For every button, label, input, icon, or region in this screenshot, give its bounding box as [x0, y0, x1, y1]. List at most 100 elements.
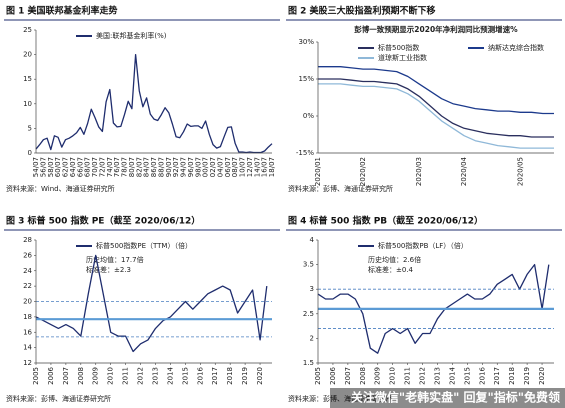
x-tick-label: 2010 [107, 367, 115, 385]
x-tick-label: 66/07 [76, 157, 84, 177]
chart-title: 图 4 标普 500 指数 PB（截至 2020/06/12） [288, 215, 483, 227]
y-tick-label: 3 [310, 285, 314, 293]
y-tick-label: 20 [23, 298, 32, 306]
y-tick-label: 15% [298, 75, 314, 83]
y-tick-label: 25 [23, 26, 32, 34]
x-tick-label: 2006 [47, 366, 55, 384]
x-tick-label: 84/07 [143, 157, 151, 177]
y-tick-label: 2 [310, 334, 314, 342]
x-tick-label: 2020 [256, 367, 264, 385]
legend-label: 纳斯达克综合指数 [488, 43, 544, 52]
x-tick-label: 2009 [374, 367, 382, 385]
legend-label: 标普500指数PB（LF）（倍） [378, 241, 468, 250]
x-tick-label: 2020 [538, 367, 546, 385]
chart-title: 图 2 美股三大股指盈利预期不断下移 [288, 5, 436, 17]
x-tick-label: 2019 [523, 367, 531, 385]
y-tick-label: -15% [296, 149, 314, 157]
x-tick-label: 06/07 [224, 157, 232, 177]
y-tick-label: 3.5 [303, 261, 314, 269]
x-tick-label: 54/07 [32, 157, 40, 177]
x-tick-label: 2011 [122, 367, 130, 385]
x-tick-label: 86/07 [150, 157, 158, 177]
x-tick-label: 2016 [196, 366, 204, 384]
annotation: 历史均值：17.7倍 [86, 255, 144, 264]
y-tick-label: 14 [23, 344, 32, 352]
x-tick-label: 92/07 [172, 157, 180, 177]
subtitle: 彭博一致预期显示2020年净利润同比预测增速% [354, 24, 518, 34]
y-tick-label: 30% [298, 38, 314, 46]
x-tick-label: 2020/04 [460, 156, 468, 186]
x-tick-label: 02/07 [209, 157, 217, 177]
annotation: 历史均值：2.6倍 [368, 255, 421, 264]
x-tick-label: 04/07 [216, 157, 224, 177]
x-tick-label: 78/07 [121, 157, 129, 177]
x-tick-label: 96/07 [187, 157, 195, 177]
y-tick-label: 1.5 [303, 359, 314, 367]
source: 资料来源：彭博、海通证券研究所 [6, 394, 111, 403]
legend-label: 标普500指数PE（TTM）（倍） [96, 241, 192, 250]
x-tick-label: 90/07 [165, 157, 173, 177]
x-tick-label: 2018 [226, 367, 234, 385]
x-tick-label: 2018 [508, 367, 516, 385]
legend-label: 道琼斯工业指数 [378, 53, 427, 62]
x-tick-label: 2020/03 [415, 157, 423, 186]
legend-label: 标普500指数 [378, 43, 419, 52]
x-tick-label: 16/07 [261, 157, 269, 177]
x-tick-label: 2006 [329, 366, 337, 384]
annotation: 标准差：±2.3 [86, 265, 131, 274]
x-tick-label: 10/07 [239, 157, 247, 177]
y-tick-label: 24 [23, 267, 32, 275]
x-tick-label: 2015 [463, 367, 471, 385]
source: 资料来源：Wind、海通证券研究所 [6, 184, 115, 193]
y-tick-label: 10 [23, 100, 32, 108]
x-tick-label: 2017 [211, 367, 219, 385]
y-tick-label: 22 [23, 282, 32, 290]
x-tick-label: 2020/01 [314, 157, 322, 186]
x-tick-label: 76/07 [113, 157, 121, 177]
x-tick-label: 2016 [478, 366, 486, 384]
x-tick-label: 62/07 [62, 157, 70, 177]
x-tick-label: 74/07 [106, 157, 114, 177]
x-tick-label: 2011 [404, 367, 412, 385]
x-tick-label: 2014 [166, 366, 174, 384]
y-tick-label: 2.5 [303, 310, 314, 318]
x-tick-label: 2008 [77, 367, 85, 385]
x-tick-label: 2015 [181, 367, 189, 385]
x-tick-label: 2014 [448, 366, 456, 384]
y-tick-label: 5 [28, 124, 32, 132]
x-tick-label: 00/07 [202, 157, 210, 177]
x-tick-label: 18/07 [268, 157, 276, 177]
series-line [318, 78, 554, 138]
x-tick-label: 2017 [493, 367, 501, 385]
x-tick-label: 2008 [359, 367, 367, 385]
series-line [318, 66, 554, 115]
legend-label: 美国:联邦基金利率(%) [96, 31, 167, 40]
x-tick-label: 60/07 [54, 157, 62, 177]
x-tick-label: 70/07 [91, 157, 99, 177]
y-tick-label: 15 [23, 75, 32, 83]
y-tick-label: 0% [303, 112, 314, 120]
y-tick-label: 4 [310, 236, 315, 244]
x-tick-label: 88/07 [157, 157, 165, 177]
x-tick-label: 08/07 [231, 157, 239, 177]
x-tick-label: 2007 [62, 367, 70, 385]
x-tick-label: 12/07 [246, 157, 254, 177]
x-tick-label: 2020/02 [359, 157, 367, 186]
y-tick-label: 20 [23, 51, 32, 59]
x-tick-label: 2013 [433, 367, 441, 385]
x-tick-label: 2005 [314, 367, 322, 385]
x-tick-label: 64/07 [69, 157, 77, 177]
series-line [318, 83, 554, 149]
x-tick-label: 2012 [419, 367, 427, 385]
x-tick-label: 98/07 [194, 157, 202, 177]
x-tick-label: 56/07 [39, 157, 47, 177]
source: 资料来源：彭博、海通证券研究所 [288, 184, 393, 193]
chart-title: 图 3 标普 500 指数 PE（截至 2020/06/12） [6, 215, 200, 227]
x-tick-label: 82/07 [135, 157, 143, 177]
y-tick-label: 16 [23, 328, 32, 336]
series-line [317, 263, 550, 354]
x-tick-label: 2019 [241, 367, 249, 385]
y-tick-label: 28 [23, 236, 32, 244]
x-tick-label: 68/07 [84, 157, 92, 177]
